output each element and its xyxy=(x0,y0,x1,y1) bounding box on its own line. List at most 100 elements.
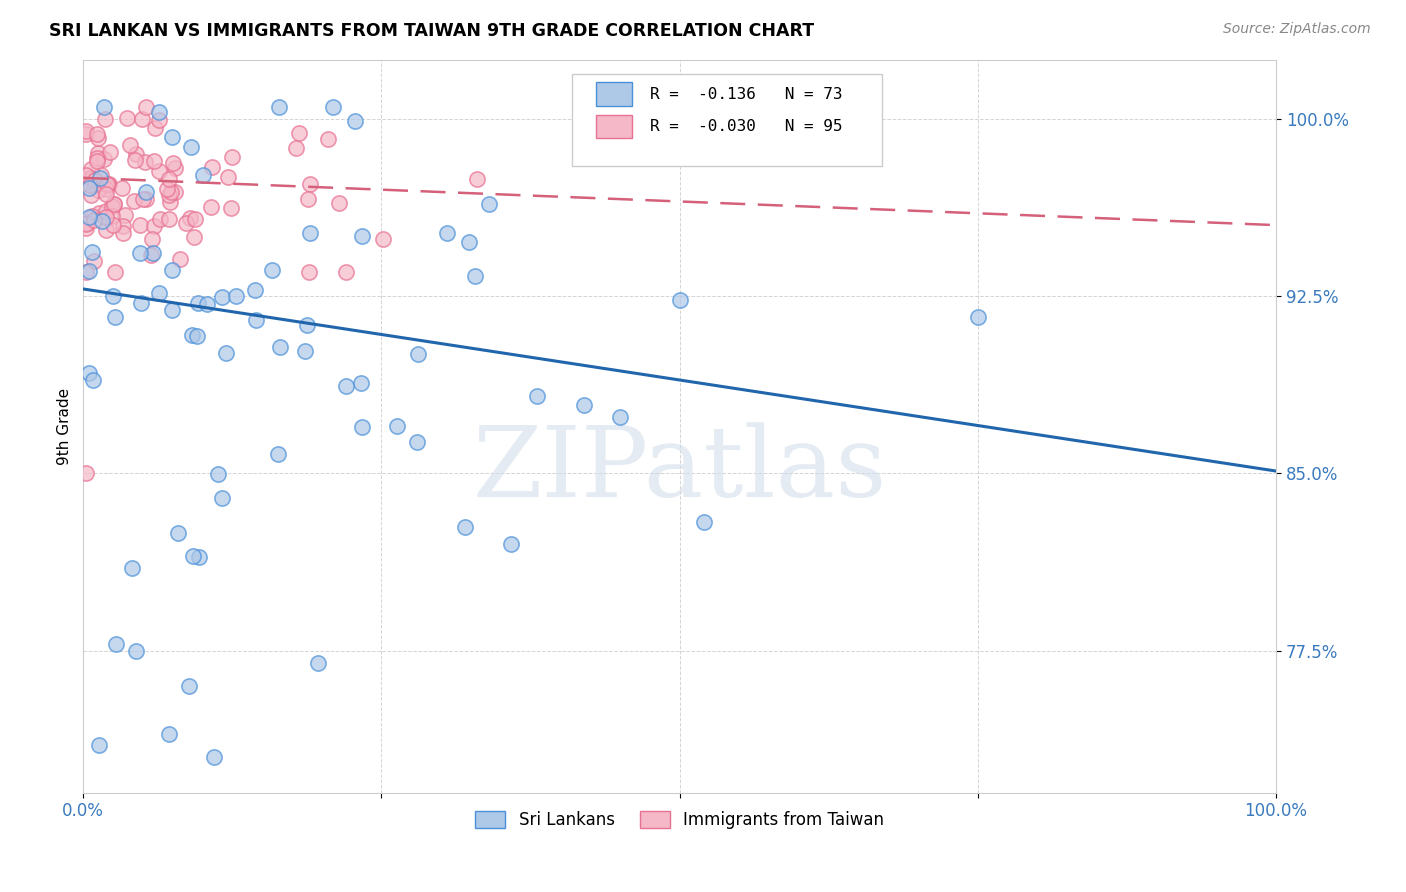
Point xyxy=(83,212,105,227)
Point xyxy=(335,379,357,393)
Point xyxy=(162,156,184,170)
Point xyxy=(80,161,103,176)
Point xyxy=(86,154,108,169)
Point xyxy=(352,229,374,244)
Point xyxy=(184,212,207,227)
Point xyxy=(94,203,117,218)
Point xyxy=(103,196,125,211)
Point xyxy=(76,467,98,481)
Point xyxy=(87,206,110,220)
Point xyxy=(191,169,214,183)
Point xyxy=(692,515,714,529)
Point xyxy=(97,178,120,192)
Point xyxy=(162,129,184,144)
Point xyxy=(371,232,394,246)
Point xyxy=(94,112,117,127)
Point xyxy=(89,171,111,186)
Point xyxy=(350,376,373,390)
Point xyxy=(174,216,197,230)
Point xyxy=(80,171,103,186)
Point xyxy=(77,210,100,224)
Point xyxy=(243,283,266,297)
Point xyxy=(111,226,134,240)
Point xyxy=(160,186,183,200)
Point xyxy=(125,147,148,161)
Point xyxy=(298,265,321,279)
Point xyxy=(166,525,188,540)
Point xyxy=(297,193,319,207)
Point xyxy=(307,656,329,670)
Point xyxy=(967,310,990,324)
Point xyxy=(122,194,145,208)
Point xyxy=(94,182,117,196)
Text: Source: ZipAtlas.com: Source: ZipAtlas.com xyxy=(1223,22,1371,37)
Point xyxy=(668,293,690,307)
Point xyxy=(478,196,501,211)
Point xyxy=(142,154,165,169)
Point xyxy=(215,345,238,359)
Point xyxy=(134,155,156,169)
Point xyxy=(454,520,477,534)
Point xyxy=(499,537,522,551)
Point xyxy=(464,269,486,284)
Point xyxy=(211,290,233,304)
Point xyxy=(132,192,155,206)
Point xyxy=(181,549,204,564)
Point xyxy=(77,264,100,278)
Point xyxy=(221,150,243,164)
Point xyxy=(82,373,104,387)
Point xyxy=(202,750,225,764)
Point xyxy=(101,209,124,223)
Point xyxy=(574,399,596,413)
Point xyxy=(297,318,319,333)
Point xyxy=(101,199,124,213)
Point xyxy=(335,265,357,279)
Point xyxy=(436,226,458,240)
Point xyxy=(142,246,165,260)
Point xyxy=(288,126,311,140)
Point xyxy=(93,152,115,166)
Point xyxy=(76,216,98,230)
Point xyxy=(465,171,488,186)
Point xyxy=(200,200,222,214)
Point xyxy=(316,132,339,146)
Point xyxy=(156,182,179,196)
Point xyxy=(87,183,110,197)
Point xyxy=(328,195,350,210)
Point xyxy=(352,419,374,434)
Point xyxy=(141,232,163,246)
Point xyxy=(406,434,429,449)
Point xyxy=(87,131,110,145)
Point xyxy=(86,127,108,141)
Point xyxy=(609,409,631,424)
Legend: Sri Lankans, Immigrants from Taiwan: Sri Lankans, Immigrants from Taiwan xyxy=(468,804,890,836)
Point xyxy=(385,419,408,434)
Point xyxy=(406,347,429,361)
Text: R =  -0.030   N = 95: R = -0.030 N = 95 xyxy=(650,119,842,134)
Text: ZIPatlas: ZIPatlas xyxy=(472,422,887,518)
Point xyxy=(77,366,100,380)
Text: SRI LANKAN VS IMMIGRANTS FROM TAIWAN 9TH GRADE CORRELATION CHART: SRI LANKAN VS IMMIGRANTS FROM TAIWAN 9TH… xyxy=(49,22,814,40)
Point xyxy=(169,252,191,267)
Point xyxy=(103,265,125,279)
Point xyxy=(93,100,115,114)
Point xyxy=(160,303,183,318)
Point xyxy=(75,217,97,231)
Point xyxy=(211,491,233,505)
Point xyxy=(94,223,117,237)
Point xyxy=(101,289,124,303)
Point xyxy=(299,177,322,191)
Point xyxy=(181,328,204,343)
Point xyxy=(180,140,202,154)
Point xyxy=(112,219,135,233)
Point xyxy=(79,178,101,192)
Point xyxy=(225,289,247,303)
Point xyxy=(117,111,139,125)
Point xyxy=(135,192,157,206)
Point xyxy=(111,180,134,194)
Point xyxy=(96,177,118,191)
Point xyxy=(135,185,157,199)
Point xyxy=(75,265,97,279)
Point xyxy=(207,467,229,482)
Point xyxy=(84,178,107,192)
